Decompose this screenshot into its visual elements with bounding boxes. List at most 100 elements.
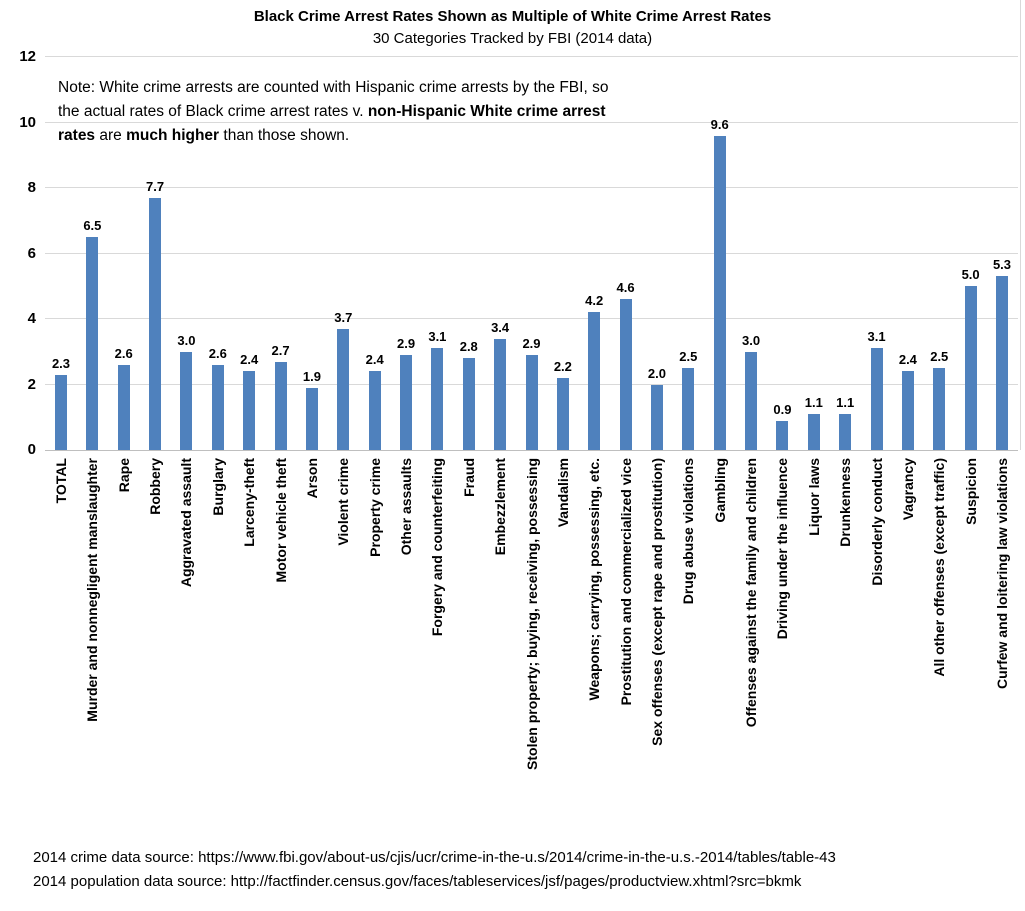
bar bbox=[149, 197, 162, 450]
gridline bbox=[45, 187, 1018, 188]
bar-value-label: 4.6 bbox=[616, 280, 635, 296]
chart-subtitle: 30 Categories Tracked by FBI (2014 data) bbox=[372, 30, 653, 47]
bar bbox=[400, 355, 413, 450]
x-axis-category-label: Prostitution and commercialized vice bbox=[617, 458, 634, 706]
bar bbox=[588, 312, 601, 450]
bar bbox=[807, 413, 820, 450]
x-axis-category-label: Other assaults bbox=[398, 458, 415, 556]
x-axis-category-label: Larceny-theft bbox=[241, 458, 258, 547]
bar-value-label: 2.7 bbox=[271, 342, 290, 358]
x-axis-category-label: Disorderly conduct bbox=[868, 458, 885, 586]
y-axis-tick-label: 6 bbox=[27, 244, 36, 262]
bar bbox=[274, 361, 287, 450]
bar-value-label: 2.4 bbox=[365, 352, 384, 368]
bar bbox=[556, 377, 569, 450]
bar bbox=[713, 135, 726, 450]
bar-value-label: 2.5 bbox=[930, 349, 949, 365]
bar bbox=[776, 420, 789, 450]
bar bbox=[901, 371, 914, 450]
bar bbox=[243, 371, 256, 450]
plot-right-border bbox=[1020, 0, 1021, 450]
bar-value-label: 2.9 bbox=[396, 336, 416, 352]
bar bbox=[839, 413, 852, 450]
y-axis-tick-label: 2 bbox=[27, 375, 36, 393]
bar-value-label: 2.6 bbox=[208, 345, 227, 361]
x-axis-category-label: Vagrancy bbox=[899, 458, 916, 521]
bar bbox=[964, 286, 977, 450]
x-axis-category-label: Curfew and loitering law violations bbox=[994, 458, 1010, 690]
bar bbox=[870, 348, 883, 450]
population-data-source: 2014 population data source: http://fact… bbox=[33, 873, 802, 890]
bar bbox=[462, 358, 475, 450]
x-axis-category-label: Gambling bbox=[711, 458, 728, 523]
bar-value-label: 3.4 bbox=[491, 319, 510, 335]
chart-title: Black Crime Arrest Rates Shown as Multip… bbox=[253, 8, 772, 25]
bar bbox=[368, 371, 381, 450]
bar-value-label: 1.1 bbox=[836, 394, 855, 410]
y-axis-tick-label: 4 bbox=[27, 310, 36, 327]
x-axis-category-label: Aggravated assault bbox=[178, 458, 195, 588]
bar-value-label: 3.1 bbox=[867, 329, 886, 345]
bar bbox=[745, 351, 758, 450]
source-footer: 2014 crime data source: https://www.fbi.… bbox=[33, 846, 836, 894]
gridline bbox=[45, 121, 1018, 123]
bar bbox=[933, 368, 946, 450]
x-axis-category-label: Robbery bbox=[147, 458, 164, 515]
bar-value-label: 2.5 bbox=[679, 349, 698, 365]
x-axis-category-label: Stolen property; buying, receiving, poss… bbox=[523, 458, 540, 770]
x-axis-category-label: Liquor laws bbox=[805, 458, 822, 536]
bar-value-label: 2.2 bbox=[553, 358, 572, 374]
bar-value-label: 3.0 bbox=[742, 332, 761, 348]
bar-value-label: 4.2 bbox=[585, 293, 604, 309]
bar bbox=[431, 348, 444, 450]
x-axis-category-label: Arson bbox=[303, 458, 320, 499]
bar-value-label: 2.0 bbox=[647, 365, 666, 381]
gridline bbox=[45, 252, 1018, 254]
bar-value-label: 6.5 bbox=[83, 218, 102, 234]
bar-value-label: 1.1 bbox=[804, 394, 823, 410]
x-axis-category-label: Rape bbox=[115, 458, 132, 493]
bar-value-label: 3.7 bbox=[334, 309, 353, 325]
bar-value-label: 5.0 bbox=[961, 267, 980, 283]
x-axis-category-label: Fraud bbox=[460, 458, 477, 497]
x-axis-category-label: Driving under the influence bbox=[774, 458, 791, 640]
x-axis-category-label: Suspicion bbox=[962, 458, 979, 525]
x-axis-category-label: Forgery and counterfeiting bbox=[429, 458, 446, 637]
bar bbox=[650, 384, 663, 450]
x-axis-category-label: Vandalism bbox=[554, 458, 571, 528]
x-axis-category-label: Burglary bbox=[209, 458, 226, 516]
y-axis-tick-label: 8 bbox=[27, 179, 36, 196]
x-axis-category-label: Weapons; carrying, possessing, etc. bbox=[586, 458, 603, 701]
bar-value-label: 2.4 bbox=[240, 352, 259, 368]
bar bbox=[86, 237, 99, 450]
bar bbox=[494, 338, 507, 450]
bar-value-label: 1.9 bbox=[302, 368, 321, 384]
gridline bbox=[45, 318, 1018, 319]
x-axis-category-label: Motor vehicle theft bbox=[272, 458, 289, 583]
bar bbox=[337, 328, 350, 450]
x-axis-category-label: Property crime bbox=[366, 458, 383, 557]
bar-value-label: 2.3 bbox=[51, 355, 71, 371]
bar bbox=[180, 351, 193, 450]
x-axis-category-label: Drunkenness bbox=[837, 458, 854, 547]
bar-value-label: 3.0 bbox=[177, 332, 196, 348]
crime-data-source: 2014 crime data source: https://www.fbi.… bbox=[33, 849, 836, 866]
bar-value-label: 3.1 bbox=[428, 329, 447, 345]
x-axis-line bbox=[45, 450, 1018, 451]
bar bbox=[211, 364, 224, 450]
x-axis-category-label: Violent crime bbox=[335, 458, 352, 546]
bar-value-label: 0.9 bbox=[773, 401, 792, 417]
note-line: rates are much higher than those shown. bbox=[58, 127, 350, 144]
note-text: Note: White crime arrests are counted wi… bbox=[58, 76, 608, 148]
x-axis-category-label: Sex offenses (except rape and prostituti… bbox=[648, 458, 665, 746]
bar-value-label: 9.6 bbox=[710, 116, 729, 132]
x-axis-category-label: All other offenses (except traffic) bbox=[931, 458, 948, 677]
y-axis-tick-label: 12 bbox=[19, 48, 36, 65]
gridline bbox=[45, 56, 1018, 57]
bar bbox=[55, 374, 67, 450]
y-axis-tick-label: 0 bbox=[27, 441, 36, 458]
bar-value-label: 7.7 bbox=[146, 178, 165, 194]
bar-value-label: 2.9 bbox=[522, 336, 541, 352]
x-axis-category-label: Drug abuse violations bbox=[680, 458, 697, 605]
